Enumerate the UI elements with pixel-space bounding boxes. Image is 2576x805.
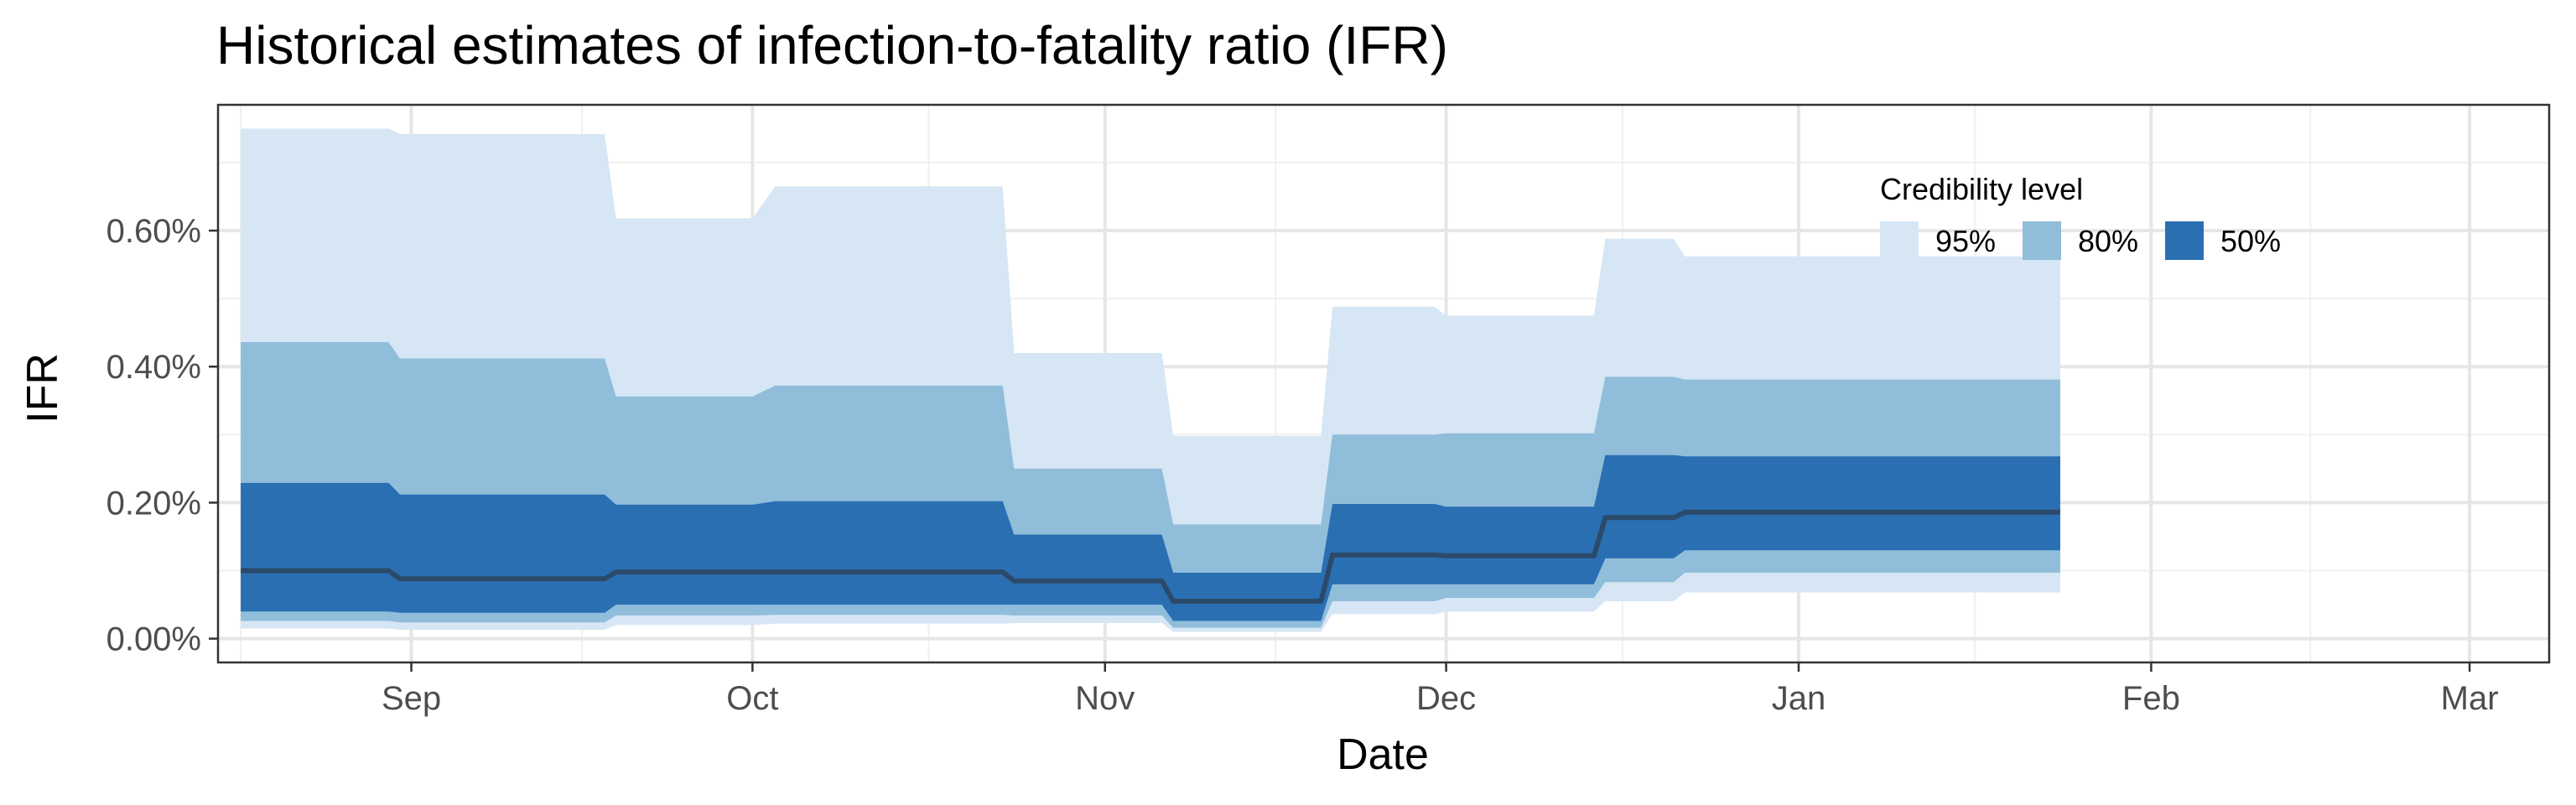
x-tick-label: Feb xyxy=(2122,680,2180,717)
x-tick-label: Mar xyxy=(2441,680,2499,717)
y-tick-label: 0.20% xyxy=(106,485,201,522)
legend-key-95pct xyxy=(1880,221,1919,260)
x-tick-label: Sep xyxy=(382,680,441,717)
legend-key-50pct xyxy=(2165,221,2204,260)
x-axis-title: Date xyxy=(1337,730,1429,779)
y-tick-label: 0.40% xyxy=(106,349,201,386)
legend-key-80pct xyxy=(2023,221,2061,260)
x-tick-label: Nov xyxy=(1075,680,1135,717)
median-line-group xyxy=(241,509,2060,604)
y-tick-label: 0.60% xyxy=(106,213,201,250)
y-axis-title: IFR xyxy=(18,353,67,423)
legend-label-95pct: 95% xyxy=(1935,224,1996,258)
legend-title: Credibility level xyxy=(1880,172,2083,206)
plot-frame xyxy=(216,103,2551,664)
legend-label-50pct: 50% xyxy=(2220,224,2281,258)
x-tick-label: Dec xyxy=(1416,680,1476,717)
y-axis: 0.00% 0.20% 0.40% 0.60% xyxy=(106,213,218,658)
chart-title: Historical estimates of infection-to-fat… xyxy=(216,15,1448,75)
x-tick-label: Oct xyxy=(726,680,778,717)
credibility-bands xyxy=(241,128,2060,632)
legend: Credibility level 95% 80% 50% xyxy=(1880,172,2281,260)
y-tick-label: 0.00% xyxy=(106,621,201,658)
x-axis: Sep Oct Nov Dec Jan Feb Mar xyxy=(382,662,2499,717)
band-50pct xyxy=(241,454,2060,621)
median-line xyxy=(241,509,2060,604)
x-tick-label: Jan xyxy=(1772,680,1826,717)
plot-border xyxy=(216,103,2551,664)
legend-label-80pct: 80% xyxy=(2078,224,2138,258)
